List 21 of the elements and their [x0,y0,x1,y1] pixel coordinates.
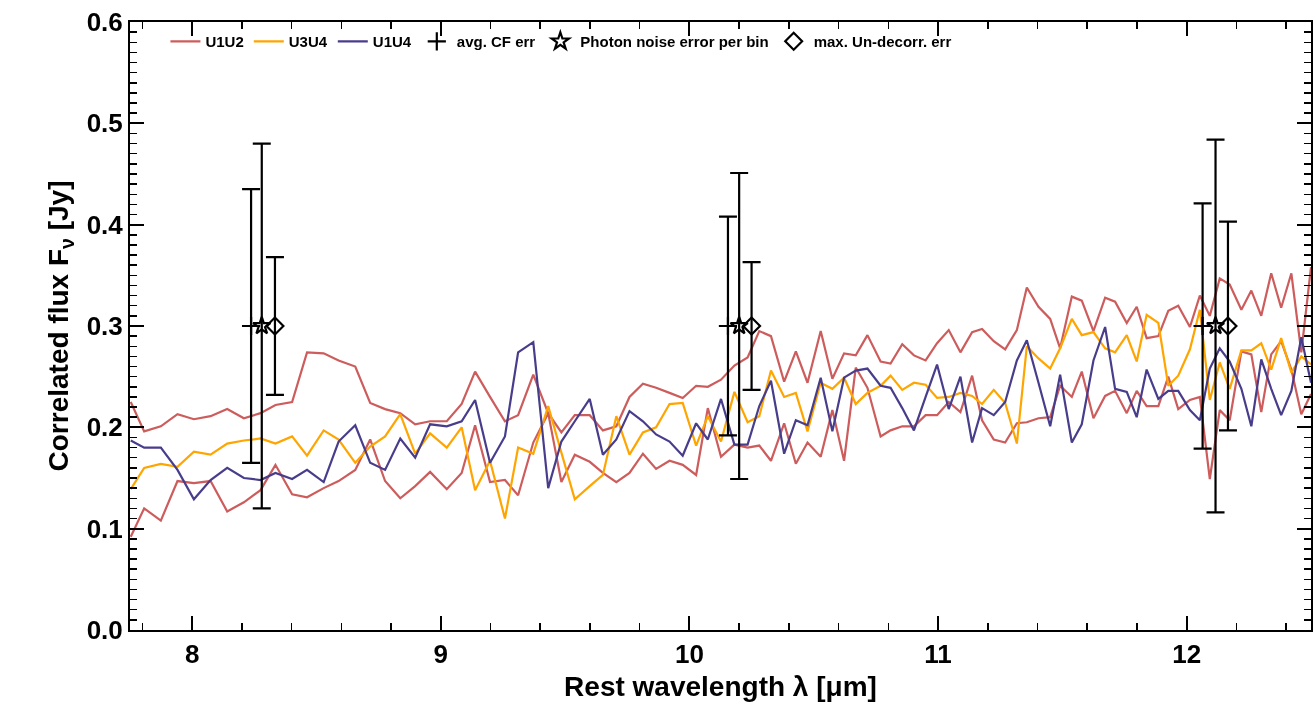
y-tick-label: 0.4 [86,209,124,240]
x-axis-title: Rest wavelength λ [μm] [564,670,877,702]
y-tick-label: 0.6 [86,7,123,38]
legend-label: max. Un-decorr. err [813,33,952,51]
x-tick-label: 11 [924,639,952,670]
legend-label: U1U4 [372,33,412,51]
legend-label: Photon noise error per bin [580,33,769,51]
y-tick-label: 0.0 [86,615,123,646]
legend-label: U1U2 [205,33,244,51]
y-tick-label: 0.5 [86,108,123,139]
y-tick-label: 0.2 [86,412,123,443]
x-tick-label: 10 [674,639,704,670]
legend-label: avg. CF err [456,33,536,51]
y-tick-label: 0.3 [86,311,123,342]
x-tick-label: 8 [184,639,200,670]
legend-label: U3U4 [288,33,328,51]
y-tick-label: 0.1 [86,513,123,544]
line-series [130,308,1311,520]
x-tick-label: 12 [1172,639,1202,670]
x-tick-label: 9 [433,639,449,670]
line-series [130,325,1311,501]
